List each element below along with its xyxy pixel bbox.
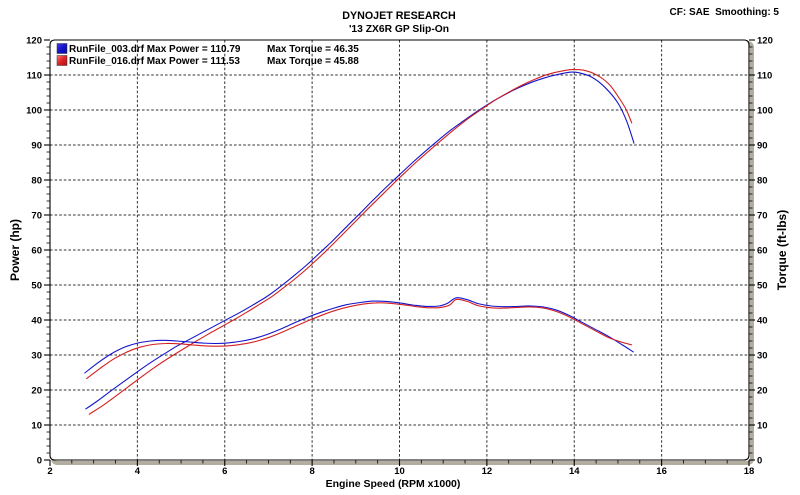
svg-text:120: 120 <box>757 36 773 47</box>
svg-text:20: 20 <box>31 386 42 397</box>
svg-text:110: 110 <box>27 71 42 82</box>
svg-text:40: 40 <box>757 316 768 327</box>
svg-text:6: 6 <box>222 466 227 477</box>
svg-text:80: 80 <box>31 176 42 187</box>
svg-text:70: 70 <box>757 211 768 222</box>
svg-text:30: 30 <box>757 351 768 362</box>
svg-text:12: 12 <box>482 466 493 477</box>
svg-text:90: 90 <box>757 141 768 152</box>
svg-text:50: 50 <box>31 281 42 292</box>
svg-text:60: 60 <box>757 246 768 257</box>
svg-text:14: 14 <box>569 466 580 477</box>
svg-text:100: 100 <box>757 106 773 117</box>
svg-text:4: 4 <box>135 466 141 477</box>
svg-text:0: 0 <box>37 456 42 467</box>
svg-text:RunFile_016.drf Max Power = 11: RunFile_016.drf Max Power = 111.53 <box>69 56 240 67</box>
svg-text:10: 10 <box>31 421 42 432</box>
svg-text:80: 80 <box>757 176 768 187</box>
svg-text:100: 100 <box>26 106 42 117</box>
svg-text:10: 10 <box>757 421 768 432</box>
svg-text:CF: SAE Smoothing: 5: CF: SAE Smoothing: 5 <box>670 7 780 18</box>
svg-text:'13 ZX6R GP Slip-On: '13 ZX6R GP Slip-On <box>349 24 449 35</box>
svg-text:40: 40 <box>31 316 42 327</box>
svg-text:Power (hp): Power (hp) <box>8 219 22 281</box>
svg-text:90: 90 <box>31 141 42 152</box>
svg-text:Max Torque = 45.88: Max Torque = 45.88 <box>267 56 359 67</box>
svg-text:2: 2 <box>47 466 52 477</box>
svg-text:20: 20 <box>757 386 768 397</box>
svg-text:RunFile_003.drf Max Power = 11: RunFile_003.drf Max Power = 110.79 <box>69 44 241 55</box>
svg-text:10: 10 <box>394 466 405 477</box>
svg-text:Max Torque = 46.35: Max Torque = 46.35 <box>267 44 359 55</box>
svg-text:120: 120 <box>26 36 42 47</box>
svg-text:30: 30 <box>31 351 42 362</box>
svg-text:110: 110 <box>757 71 772 82</box>
svg-text:Engine Speed (RPM x1000): Engine Speed (RPM x1000) <box>326 478 461 490</box>
svg-text:50: 50 <box>757 281 768 292</box>
svg-text:0: 0 <box>757 456 762 467</box>
svg-text:70: 70 <box>31 211 42 222</box>
svg-text:Torque (ft-lbs): Torque (ft-lbs) <box>775 210 789 290</box>
svg-text:DYNOJET RESEARCH: DYNOJET RESEARCH <box>342 10 455 22</box>
svg-text:18: 18 <box>744 466 755 477</box>
svg-text:16: 16 <box>656 466 667 477</box>
svg-text:60: 60 <box>31 246 42 257</box>
svg-text:8: 8 <box>309 466 314 477</box>
